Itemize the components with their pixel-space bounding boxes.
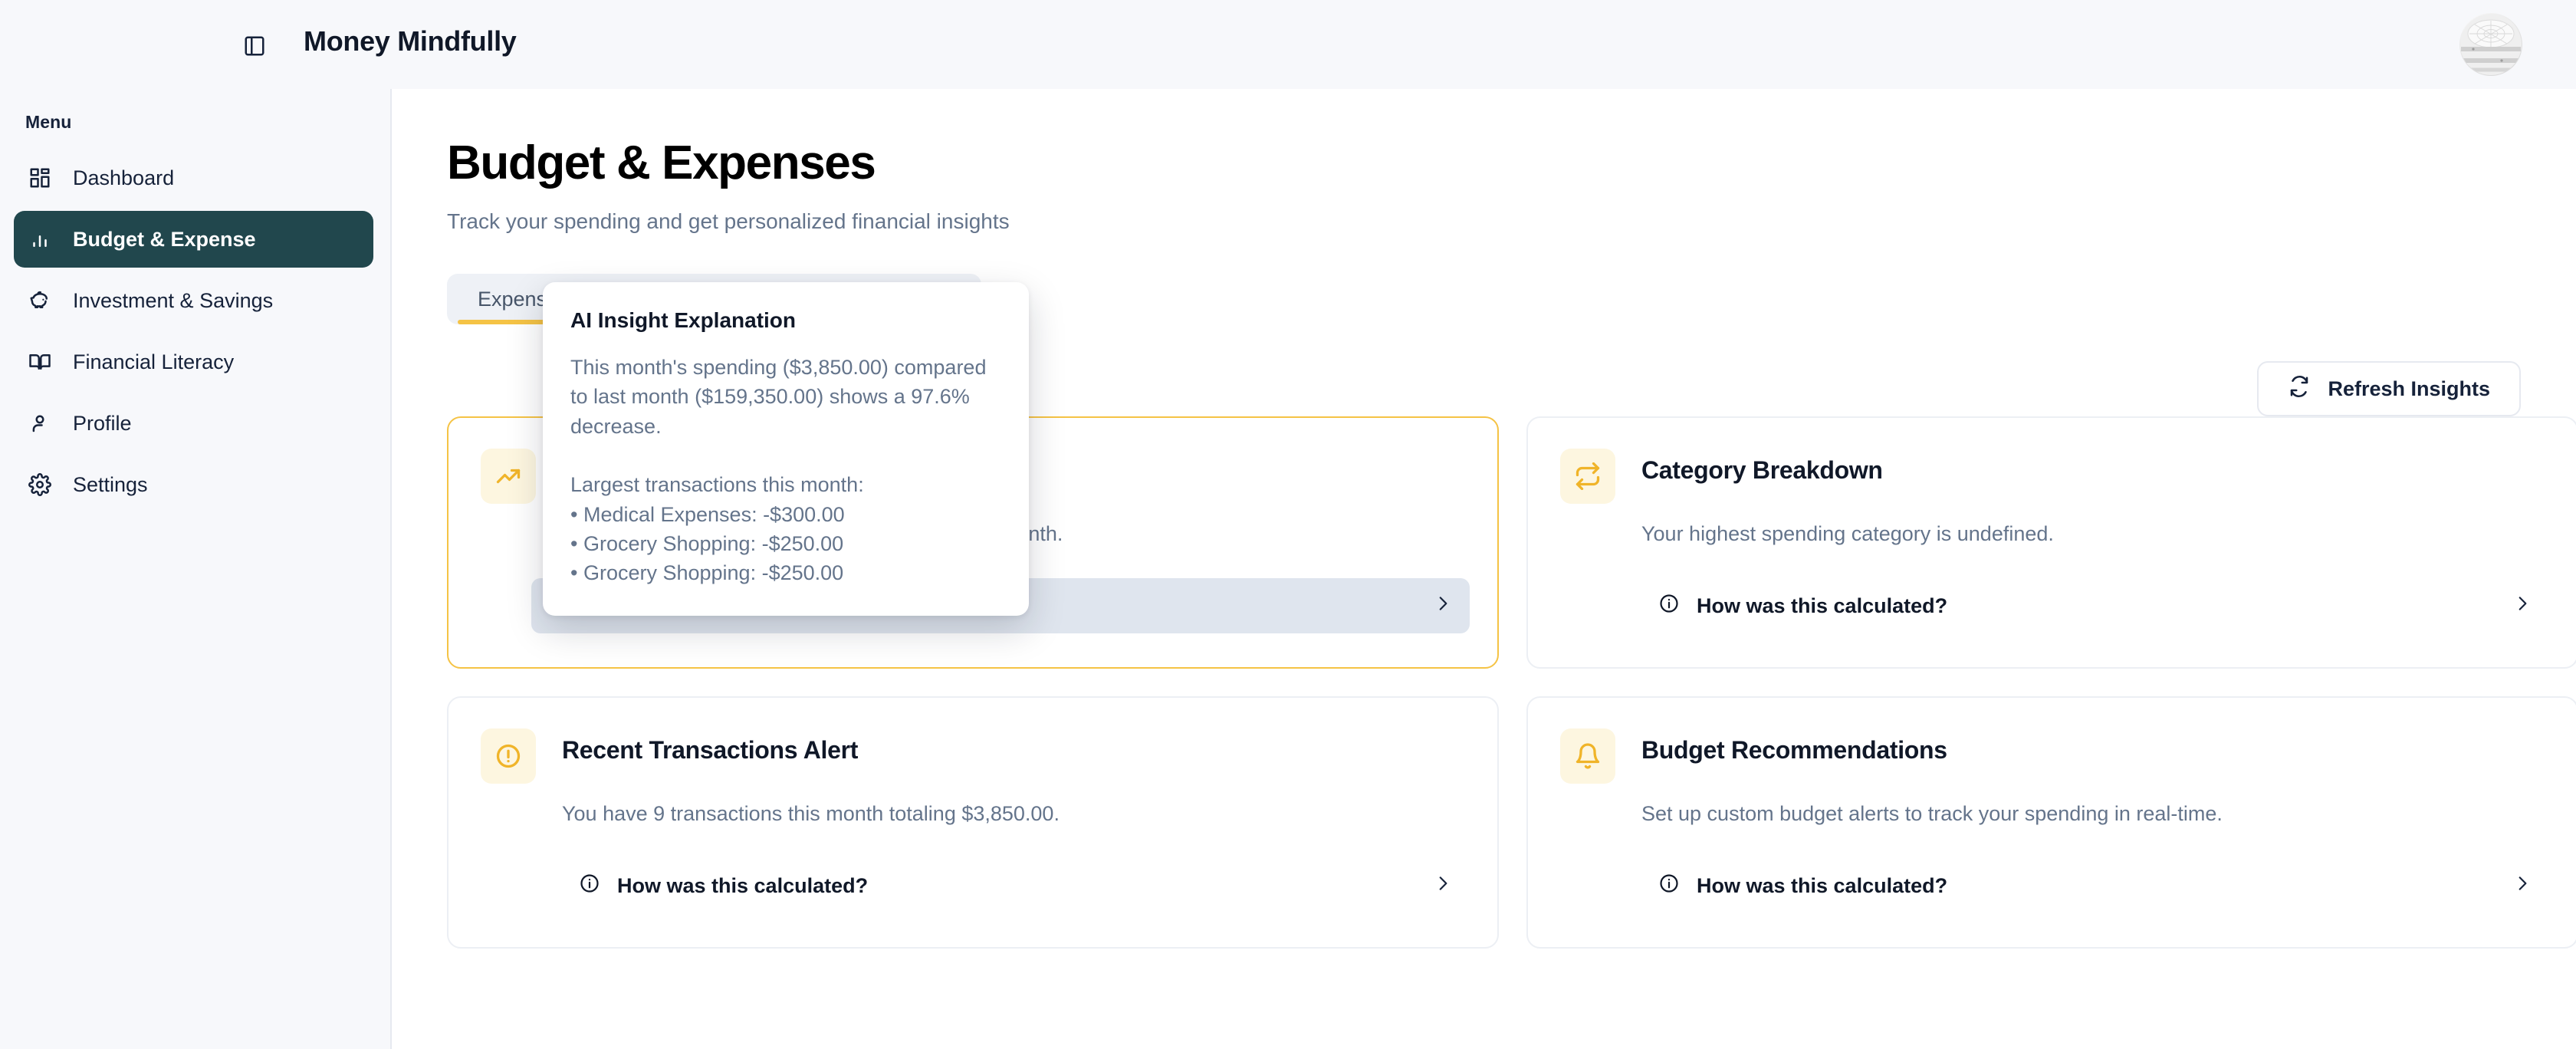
chevron-right-icon [2512,594,2532,619]
info-circle-icon [1658,873,1680,899]
insight-card-category-breakdown[interactable]: Category Breakdown Your highest spending… [1526,416,2576,669]
sidebar-item-label: Profile [73,411,132,435]
gear-icon [27,472,53,498]
user-avatar[interactable] [2459,13,2522,76]
sidebar-item-investment-savings[interactable]: Investment & Savings [14,272,373,329]
sidebar-item-label: Dashboard [73,166,175,189]
sidebar-item-label: Settings [73,472,148,496]
repeat-icon [1560,449,1615,505]
card-header: Category Breakdown [1560,449,2545,505]
top-bar: Money Mindfully [0,0,2576,89]
card-title: Budget Recommendations [1641,736,1947,765]
refresh-insights-button[interactable]: Refresh Insights [2257,361,2521,417]
sidebar-item-label: Budget & Expense [73,227,256,251]
refresh-insights-label: Refresh Insights [2328,377,2490,400]
piggy-bank-icon [27,288,53,314]
tooltip-title: AI Insight Explanation [570,308,797,332]
card-title: Recent Transactions Alert [562,736,859,765]
insight-card-grid: Spending Trend Your spending has decreas… [447,416,2576,949]
chevron-right-icon [2512,873,2532,899]
sidebar-menu-label: Menu [25,112,72,132]
insight-card-budget-recommendations[interactable]: Budget Recommendations Set up custom bud… [1526,696,2576,949]
sidebar-item-budget-expense[interactable]: Budget & Expense [14,211,373,268]
page-subtitle: Track your spending and get personalized… [447,209,1010,234]
grid-icon [27,165,53,191]
card-title: Category Breakdown [1641,456,1883,485]
book-open-icon [27,349,53,375]
how-was-this-calculated-button[interactable]: How was this calculated? [1641,858,2549,913]
sidebar-item-dashboard[interactable]: Dashboard [14,150,373,206]
calc-label: How was this calculated? [1697,873,1948,897]
info-circle-icon [579,873,600,899]
sidebar-item-label: Financial Literacy [73,350,235,373]
how-was-this-calculated-button[interactable]: How was this calculated? [562,858,1470,913]
page-title: Budget & Expenses [447,136,876,189]
sidebar-item-financial-literacy[interactable]: Financial Literacy [14,334,373,390]
card-header: Budget Recommendations [1560,728,2545,784]
info-circle-icon [1658,593,1680,620]
card-header: Recent Transactions Alert [481,728,1465,784]
chevron-right-icon [1433,873,1453,899]
ai-insight-explanation-tooltip: AI Insight Explanation This month's spen… [543,282,1029,616]
refresh-icon [2288,375,2311,403]
sidebar-toggle-icon[interactable] [240,31,269,61]
sidebar-item-settings[interactable]: Settings [14,456,373,513]
app-brand-title: Money Mindfully [304,25,517,57]
card-description: Set up custom budget alerts to track you… [1641,802,2223,826]
trending-up-icon [481,449,536,505]
sidebar: Menu Dashboard Budget & Expense [0,89,392,1049]
bar-chart-icon [27,226,53,252]
insight-card-recent-transactions-alert[interactable]: Recent Transactions Alert You have 9 tra… [447,696,1499,949]
card-description: Your highest spending category is undefi… [1641,522,2054,546]
user-icon [27,410,53,436]
card-description: You have 9 transactions this month total… [562,802,1060,826]
sidebar-item-profile[interactable]: Profile [14,395,373,452]
calc-label: How was this calculated? [617,873,869,897]
chevron-right-icon [1433,594,1453,619]
alert-circle-icon [481,728,536,784]
sidebar-item-label: Investment & Savings [73,288,274,312]
tooltip-body: This month's spending ($3,850.00) compar… [570,356,987,585]
main-content: Budget & Expenses Track your spending an… [392,89,2576,1049]
bell-icon [1560,728,1615,784]
how-was-this-calculated-button[interactable]: How was this calculated? [1641,578,2549,633]
calc-label: How was this calculated? [1697,594,1948,617]
